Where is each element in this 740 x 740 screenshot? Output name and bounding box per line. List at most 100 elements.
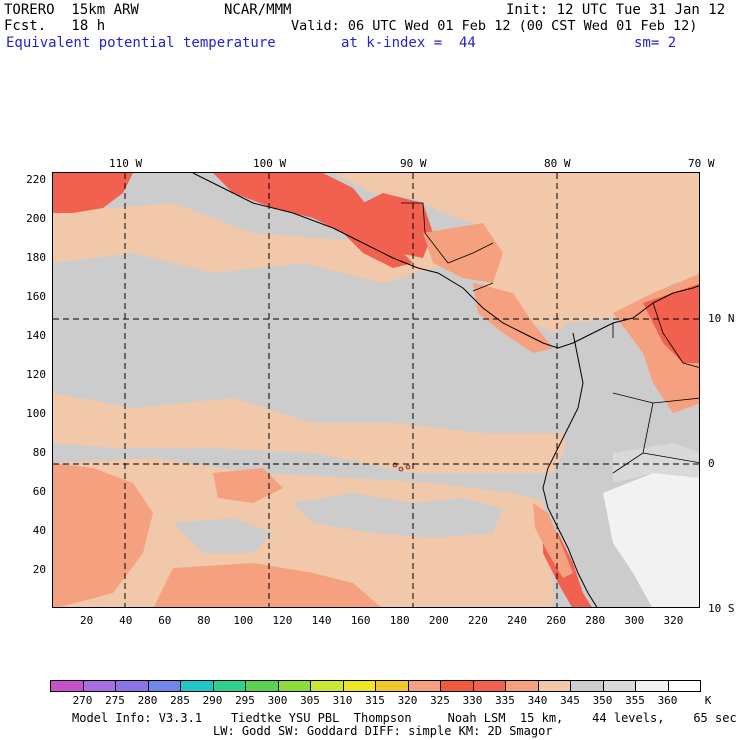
colorbar-label: 360 xyxy=(657,694,678,707)
y-tick-label: 80 xyxy=(32,446,46,459)
graticule xyxy=(53,173,699,607)
forecast-hour: Fcst. 18 h xyxy=(4,18,106,34)
colorbar-label: 340 xyxy=(527,694,548,707)
smoothing-label: sm= 2 xyxy=(634,35,677,51)
lon-label: 80 W xyxy=(544,157,571,170)
colorbar-swatch xyxy=(82,680,116,692)
central-america-land xyxy=(193,173,699,333)
lon-label: 100 W xyxy=(253,157,287,170)
colorbar-swatch xyxy=(570,680,604,692)
colorbar-label: 345 xyxy=(560,694,580,707)
colorbar-swatch xyxy=(277,680,311,692)
x-tick-label: 60 xyxy=(158,614,172,627)
lon-label: 70 W xyxy=(688,157,715,170)
x-tick-label: 320 xyxy=(663,614,684,627)
y-tick-label: 160 xyxy=(26,290,46,303)
colorbar-swatch xyxy=(147,680,181,692)
x-tick-label: 260 xyxy=(546,614,567,627)
colorbar-label: 310 xyxy=(332,694,353,707)
x-tick-label: 40 xyxy=(119,614,133,627)
x-tick-label: 120 xyxy=(272,614,293,627)
colorbar-label: 295 xyxy=(235,694,255,707)
coastline-south-america xyxy=(542,332,598,607)
galapagos-island xyxy=(405,464,411,470)
colorbar-swatch xyxy=(472,680,506,692)
salmon-region-nicaragua xyxy=(473,283,553,353)
y-tick-label: 180 xyxy=(26,251,46,264)
level-label: at k-index = 44 xyxy=(341,35,476,51)
colorbar-swatch xyxy=(505,680,539,692)
y-tick-label: 140 xyxy=(26,329,46,342)
colorbar-swatch xyxy=(635,680,669,692)
salmon-region-peru-coast xyxy=(533,503,573,578)
y-tick-label: 120 xyxy=(26,368,46,381)
lat-label: 10 S xyxy=(708,602,735,615)
physics-info: LW: Godd SW: Goddard DIFF: simple KM: 2D… xyxy=(213,724,553,738)
red-region-colombia xyxy=(643,283,699,363)
colorbar-label: 335 xyxy=(495,694,515,707)
y-tick-label: 20 xyxy=(32,563,46,576)
colorbar-label: 305 xyxy=(300,694,320,707)
colorbar-label: 280 xyxy=(137,694,158,707)
x-tick-label: 20 xyxy=(80,614,94,627)
colorbar-label: 350 xyxy=(592,694,613,707)
salmon-region-south xyxy=(153,563,381,607)
colorbar-unit: K xyxy=(704,694,712,707)
colorbar-label: 290 xyxy=(202,694,223,707)
init-time: Init: 12 UTC Tue 31 Jan 12 xyxy=(506,2,726,18)
galapagos-island xyxy=(398,466,404,472)
colorbar-swatch xyxy=(115,680,149,692)
lon-label: 110 W xyxy=(109,157,143,170)
colorbar-swatch xyxy=(667,680,701,692)
colorbar-swatch xyxy=(50,680,84,692)
y-tick-label: 220 xyxy=(26,173,46,186)
colorbar-label: 270 xyxy=(72,694,93,707)
red-region-mexico xyxy=(213,173,413,268)
coastline xyxy=(192,173,699,349)
colorbar-swatch xyxy=(407,680,441,692)
colorbar-label: 355 xyxy=(625,694,645,707)
colorbar-label: 315 xyxy=(365,694,385,707)
colorbar-swatch xyxy=(245,680,279,692)
x-tick-label: 280 xyxy=(585,614,606,627)
x-tick-label: 220 xyxy=(468,614,488,627)
red-region-guatemala xyxy=(353,193,433,258)
colorbar-label: 325 xyxy=(430,694,450,707)
lon-label: 90 W xyxy=(400,157,427,170)
model-info: Model Info: V3.3.1 Tiedtke YSU PBL Thomp… xyxy=(72,711,737,725)
x-tick-label: 100 xyxy=(233,614,254,627)
colorbar-label: 320 xyxy=(397,694,418,707)
salmon-region-honduras xyxy=(423,223,503,283)
colorbar-swatch xyxy=(375,680,409,692)
x-tick-label: 180 xyxy=(389,614,410,627)
x-tick-label: 140 xyxy=(311,614,332,627)
colorbar-swatch xyxy=(602,680,636,692)
salmon-region-central xyxy=(213,468,283,503)
colorbar-swatch xyxy=(537,680,571,692)
x-tick-label: 80 xyxy=(197,614,211,627)
colorbar-swatch xyxy=(180,680,214,692)
colorbar-label: 285 xyxy=(170,694,190,707)
y-tick-label: 200 xyxy=(26,212,46,225)
colorbar-label: 275 xyxy=(105,694,125,707)
model-name: TORERO 15km ARW xyxy=(4,2,139,18)
x-tick-label: 240 xyxy=(507,614,527,627)
country-borders xyxy=(401,202,699,474)
y-tick-label: 60 xyxy=(32,485,46,498)
red-region-northwest xyxy=(53,173,133,213)
grey-patch-south xyxy=(293,493,503,538)
x-tick-label: 300 xyxy=(624,614,645,627)
y-tick-label: 100 xyxy=(26,407,46,420)
colorbar-swatch xyxy=(212,680,246,692)
tan-region-central xyxy=(53,393,573,473)
organization: NCAR/MMM xyxy=(224,2,292,18)
colorbar-swatch xyxy=(310,680,344,692)
field-name: Equivalent potential temperature xyxy=(6,35,276,51)
y-tick-label: 40 xyxy=(32,524,46,537)
x-tick-label: 200 xyxy=(428,614,449,627)
white-region-andes xyxy=(603,473,699,607)
equivalent-potential-temperature-map xyxy=(52,172,700,608)
valid-time: Valid: 06 UTC Wed 01 Feb 12 (00 CST Wed … xyxy=(291,18,698,34)
x-tick-label: 160 xyxy=(350,614,371,627)
colorbar-swatch xyxy=(440,680,474,692)
